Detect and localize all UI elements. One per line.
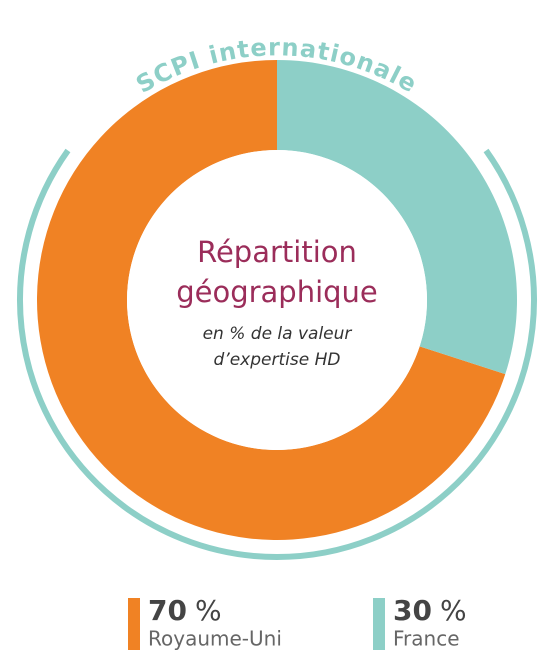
legend-swatch: [128, 598, 140, 650]
legend-value: 70%: [148, 594, 222, 627]
outer-ring: [17, 148, 537, 560]
legend-name: Royaume-Uni: [148, 627, 282, 651]
legend-value: 30%: [393, 594, 467, 627]
center-subtitle: d’expertise HD: [214, 350, 341, 370]
center-title: géographique: [176, 275, 378, 309]
legend-number: 30: [393, 594, 432, 627]
legend-name: France: [393, 627, 460, 651]
legend-number: 70: [148, 594, 187, 627]
center-disc: [127, 150, 427, 450]
legend-swatch: [373, 598, 385, 650]
center-title: Répartition: [197, 235, 357, 269]
slice: [37, 60, 506, 540]
center-subtitle: en % de la valeur: [203, 324, 353, 344]
legend-unit: %: [440, 594, 467, 627]
legend-unit: %: [195, 594, 222, 627]
slice: [277, 60, 518, 375]
